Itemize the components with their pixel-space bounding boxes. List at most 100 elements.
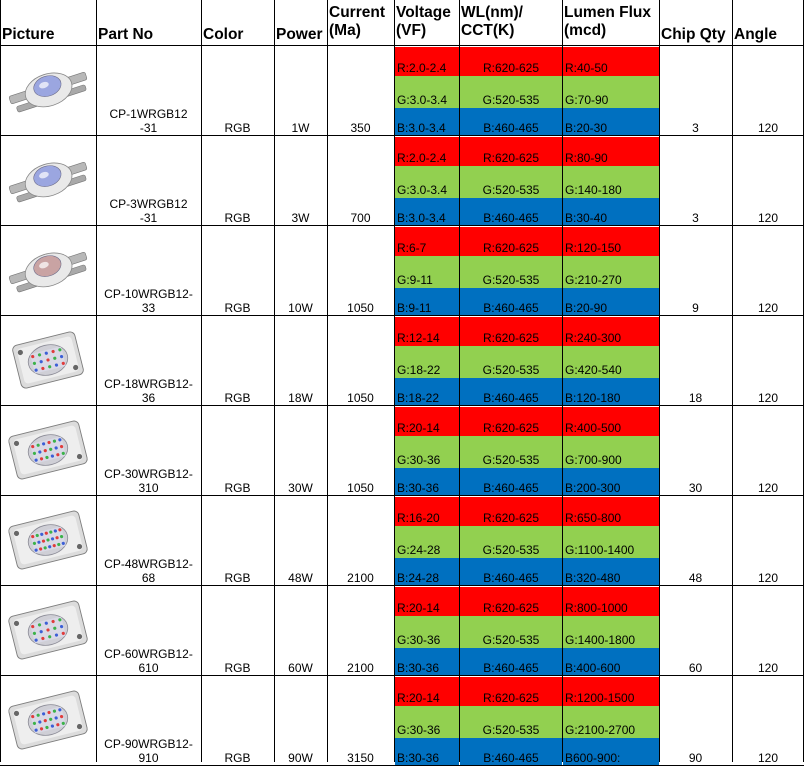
lumen-green-band: G:2100-2700 — [563, 706, 659, 738]
lumen-blue-band: B:200-300 — [563, 468, 659, 496]
led-cob-18w-icon — [2, 316, 94, 406]
vf-green-band: G:24-28 — [395, 526, 459, 558]
row-picture — [2, 406, 94, 496]
vf-blue-band: B:3.0-3.4 — [395, 198, 459, 226]
wl-green-band: G:520-535 — [460, 436, 562, 468]
wl-green-band: G:520-535 — [460, 616, 562, 648]
color-value: RGB — [224, 301, 251, 315]
wl-blue-band: B:460-465 — [460, 558, 562, 586]
angle-value: 120 — [757, 481, 779, 495]
wl-red-band: R:620-625 — [460, 47, 562, 76]
color-value: RGB — [224, 571, 251, 585]
grid-line-vertical — [327, 0, 328, 762]
vf-red-band: R:2.0-2.4 — [395, 47, 459, 76]
wl-green-band: G:520-535 — [460, 706, 562, 738]
vf-green-band: G:30-36 — [395, 436, 459, 468]
header-angle: Angle — [734, 26, 778, 43]
vf-red-band: R:12-14 — [395, 317, 459, 346]
grid-line-horizontal — [0, 495, 804, 496]
header-power: Power — [276, 26, 323, 43]
chip-qty-value: 48 — [688, 571, 703, 585]
row-picture — [2, 586, 94, 676]
wl-red-band: R:620-625 — [460, 677, 562, 706]
color-value: RGB — [224, 661, 251, 675]
wl-red-band: R:620-625 — [460, 497, 562, 526]
grid-line-horizontal — [0, 585, 804, 586]
chip-qty-value: 9 — [692, 301, 699, 315]
lumen-red-band: R:800-1000 — [563, 587, 659, 616]
vf-blue-band: B:30-36 — [395, 648, 459, 676]
color-value: RGB — [224, 211, 251, 225]
lumen-blue-band: B:120-180 — [563, 378, 659, 406]
lumen-green-band: G:140-180 — [563, 166, 659, 198]
part-number: CP-48WRGB12- 68 — [104, 557, 193, 585]
part-number: CP-10WRGB12- 33 — [104, 287, 193, 315]
led-cob-30w-icon — [2, 406, 94, 496]
color-value: RGB — [224, 481, 251, 495]
led-1w-star-icon — [2, 46, 94, 136]
lumen-blue-band: B:20-90 — [563, 288, 659, 316]
grid-line-vertical — [459, 0, 460, 762]
header-wl: WL(nm)/ CCT(K) — [461, 4, 523, 39]
current-value: 3150 — [347, 751, 374, 765]
part-number: CP-60WRGB12- 610 — [104, 647, 193, 675]
power-value: 60W — [288, 661, 313, 675]
lumen-blue-band: B:20-30 — [563, 108, 659, 136]
vf-red-band: R:2.0-2.4 — [395, 137, 459, 166]
led-cob-60w-icon — [2, 586, 94, 676]
part-number: CP-30WRGB12- 310 — [104, 467, 193, 495]
led-10w-icon — [2, 226, 94, 316]
vf-blue-band: B:30-36 — [395, 468, 459, 496]
vf-green-band: G:30-36 — [395, 616, 459, 648]
header-lumen: Lumen Flux (mcd) — [564, 4, 651, 39]
current-value: 1050 — [347, 481, 374, 495]
wl-blue-band: B:460-465 — [460, 648, 562, 676]
power-value: 10W — [288, 301, 313, 315]
grid-line-vertical — [201, 0, 202, 762]
lumen-green-band: G:1100-1400 — [563, 526, 659, 558]
led-cob-90w-icon — [2, 676, 94, 766]
row-picture — [2, 226, 94, 316]
header-chip-qty: Chip Qty — [661, 26, 726, 43]
part-number: CP-18WRGB12- 36 — [104, 377, 193, 405]
wl-blue-band: B:460-465 — [460, 468, 562, 496]
vf-blue-band: B:9-11 — [395, 288, 459, 316]
angle-value: 120 — [757, 121, 779, 135]
vf-green-band: G:3.0-3.4 — [395, 76, 459, 108]
lumen-green-band: G:420-540 — [563, 346, 659, 378]
row-picture — [2, 136, 94, 226]
vf-red-band: R:20-14 — [395, 407, 459, 436]
power-value: 18W — [288, 391, 313, 405]
color-value: RGB — [224, 121, 251, 135]
power-value: 90W — [288, 751, 313, 765]
lumen-red-band: R:240-300 — [563, 317, 659, 346]
grid-line-vertical — [96, 0, 97, 762]
wl-green-band: G:520-535 — [460, 166, 562, 198]
lumen-green-band: G:70-90 — [563, 76, 659, 108]
header-part-no: Part No — [98, 26, 154, 43]
angle-value: 120 — [757, 661, 779, 675]
vf-green-band: G:3.0-3.4 — [395, 166, 459, 198]
wl-green-band: G:520-535 — [460, 256, 562, 288]
angle-value: 120 — [757, 571, 779, 585]
grid-line-horizontal — [0, 315, 804, 316]
wl-red-band: R:620-625 — [460, 137, 562, 166]
current-value: 1050 — [347, 391, 374, 405]
header-picture: Picture — [2, 26, 55, 43]
part-number: CP-90WRGB12- 910 — [104, 737, 193, 765]
wl-blue-band: B:460-465 — [460, 288, 562, 316]
lumen-green-band: G:700-900 — [563, 436, 659, 468]
wl-green-band: G:520-535 — [460, 76, 562, 108]
wl-blue-band: B:460-465 — [460, 198, 562, 226]
chip-qty-value: 3 — [692, 211, 699, 225]
grid-line-horizontal — [0, 225, 804, 226]
vf-blue-band: B:24-28 — [395, 558, 459, 586]
row-picture — [2, 496, 94, 586]
vf-green-band: G:18-22 — [395, 346, 459, 378]
row-picture — [2, 316, 94, 406]
angle-value: 120 — [757, 391, 779, 405]
current-value: 350 — [350, 121, 371, 135]
grid-line-horizontal — [0, 45, 804, 46]
lumen-red-band: R:80-90 — [563, 137, 659, 166]
lumen-green-band: G:210-270 — [563, 256, 659, 288]
